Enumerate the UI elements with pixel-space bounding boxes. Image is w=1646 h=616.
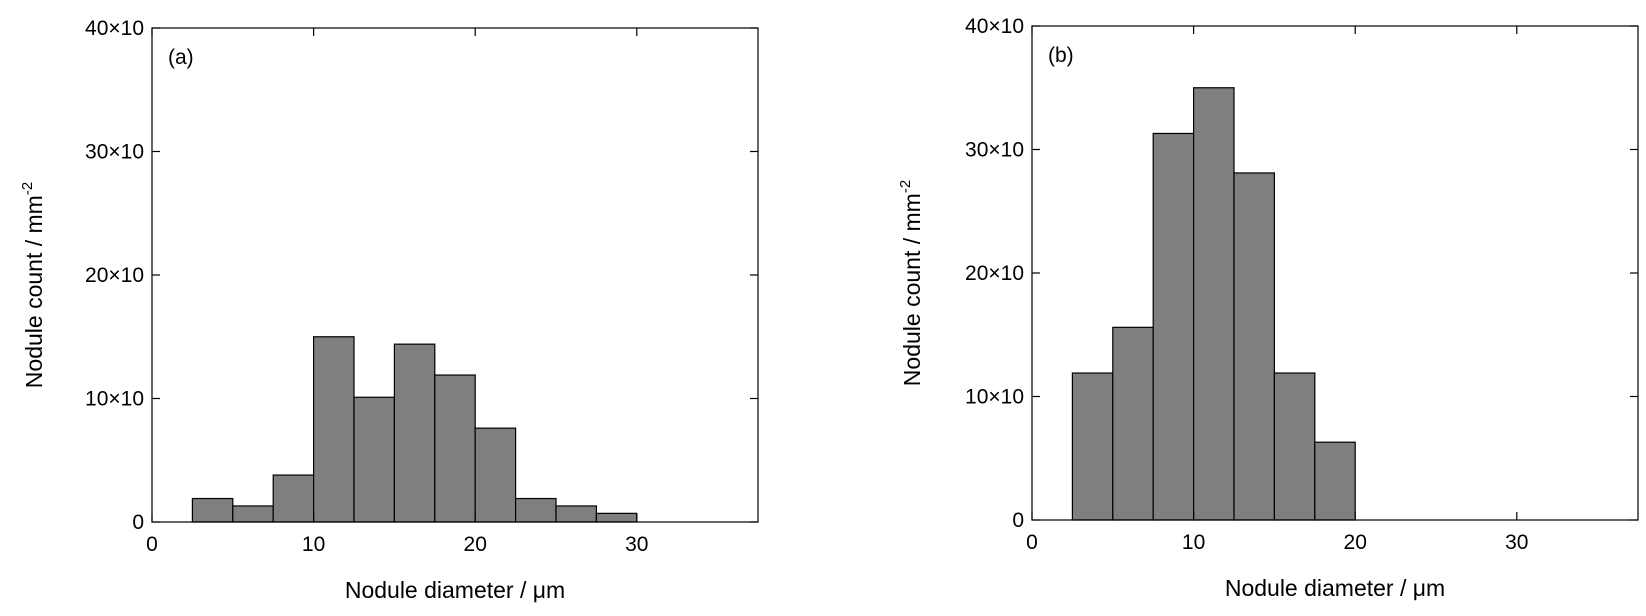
histogram-bar <box>1233 172 1276 521</box>
histogram-bar <box>232 505 274 523</box>
y-tick-label: 20×10 <box>965 262 1024 285</box>
histogram-bar <box>595 512 638 523</box>
y-axis-label-superscript: -2 <box>19 182 36 195</box>
panel-label: (a) <box>168 46 194 69</box>
x-tick-label: 20 <box>1344 531 1367 554</box>
panel-label: (b) <box>1048 44 1074 67</box>
y-tick-label: 10×10 <box>965 386 1024 409</box>
y-axis-label: Nodule count / mm-2 <box>897 180 925 386</box>
y-tick-label: 0 <box>132 511 144 534</box>
y-axis-label-text: Nodule count / mm <box>21 195 47 388</box>
y-tick-label: 20×10 <box>85 264 144 287</box>
x-tick-label: 0 <box>146 533 158 556</box>
histogram-bar <box>353 396 396 523</box>
histogram-bar <box>1273 372 1316 521</box>
chart-panel-b: 0 10 20 30 0 10×10 20×10 30×10 40×10 (b) Nodule di… <box>897 15 1639 601</box>
histogram-bar <box>474 427 517 523</box>
histogram-bar <box>555 505 598 523</box>
x-tick-label: 10 <box>302 533 325 556</box>
y-axis-label-text: Nodule count / mm <box>899 193 925 386</box>
histogram-bar <box>514 497 557 523</box>
x-tick-label: 20 <box>464 533 487 556</box>
chart-panel-a: 0 10 20 30 0 10×10 20×10 30×10 40×10 (a) Nodule di… <box>19 17 759 603</box>
histogram-bar <box>191 497 234 523</box>
histogram-bar <box>1192 87 1235 521</box>
y-axis-label: Nodule count / mm-2 <box>19 182 47 388</box>
histogram-bar <box>313 336 355 523</box>
histogram-bar <box>434 374 476 523</box>
y-tick-label: 40×10 <box>965 15 1024 38</box>
x-tick-label: 10 <box>1182 531 1205 554</box>
x-axis-label: Nodule diameter / μm <box>1225 575 1445 601</box>
histogram-bar <box>1152 132 1195 521</box>
x-tick-label: 0 <box>1026 531 1038 554</box>
y-tick-label: 0 <box>1012 509 1024 532</box>
y-tick-label: 30×10 <box>85 141 144 164</box>
histogram-bar <box>1314 441 1356 521</box>
y-tick-label: 10×10 <box>85 388 144 411</box>
y-tick-label: 40×10 <box>85 17 144 40</box>
x-axis-label: Nodule diameter / μm <box>345 577 565 603</box>
y-axis-label-superscript: -2 <box>897 180 914 193</box>
histogram-bar <box>1071 372 1114 521</box>
histogram-bar <box>1112 326 1154 521</box>
y-tick-label: 30×10 <box>965 139 1024 162</box>
histogram-bar <box>272 474 315 523</box>
histogram-bar <box>393 343 436 523</box>
x-tick-label: 30 <box>1505 531 1528 554</box>
x-tick-label: 30 <box>625 533 648 556</box>
